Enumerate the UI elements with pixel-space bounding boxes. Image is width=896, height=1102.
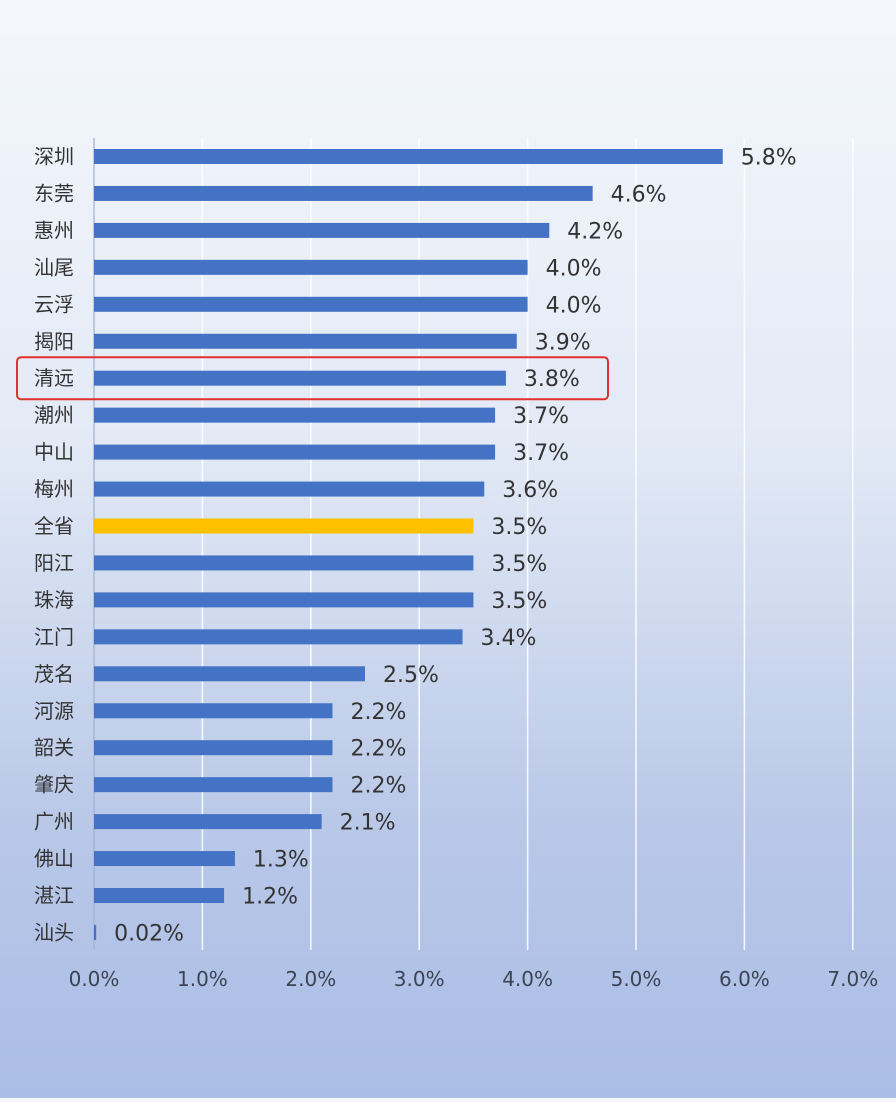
bar-overall	[94, 518, 474, 534]
category-label: 云浮	[34, 292, 74, 316]
x-axis-tick-labels: 0.0% 1.0% 2.0% 3.0% 4.0% 5.0% 6.0% 7.0%	[69, 967, 879, 991]
bar	[94, 296, 528, 312]
bar	[94, 555, 474, 571]
bar	[94, 888, 225, 903]
bar	[94, 333, 517, 349]
value-label: 4.0%	[546, 293, 602, 318]
value-label: 2.2%	[350, 737, 406, 762]
bar	[94, 592, 474, 608]
bars	[94, 149, 723, 940]
value-label: 4.2%	[567, 219, 623, 244]
bar	[94, 666, 365, 682]
bar	[94, 740, 333, 756]
category-label: 珠海	[34, 588, 74, 612]
value-label: 2.2%	[350, 774, 406, 799]
category-label: 湛江	[34, 884, 74, 908]
value-label: 3.7%	[513, 441, 569, 466]
value-label: 3.6%	[502, 478, 558, 503]
category-label: 韶关	[34, 736, 74, 760]
category-label: 梅州	[34, 477, 74, 501]
bar	[94, 851, 235, 867]
bar	[94, 481, 485, 497]
value-label: 3.8%	[524, 367, 580, 392]
bar	[94, 407, 496, 423]
category-label: 汕头	[34, 920, 74, 944]
value-label: 3.5%	[491, 515, 547, 540]
x-tick-label: 1.0%	[177, 967, 228, 991]
value-label: 3.7%	[513, 404, 569, 429]
bar	[94, 444, 496, 460]
value-label: 1.3%	[253, 848, 309, 873]
value-label: 3.9%	[535, 330, 591, 355]
bar	[94, 222, 550, 238]
value-labels: 5.8% 4.6% 4.2% 4.0% 4.0% 3.9% 3.8% 3.7% 3.7% 3.6%…	[114, 146, 796, 947]
value-label: 0.02%	[114, 921, 184, 946]
bar	[94, 629, 463, 645]
bar	[94, 185, 593, 201]
bar	[94, 814, 322, 830]
bar	[94, 924, 97, 940]
category-label: 清远	[34, 366, 74, 390]
category-label: 阳江	[34, 551, 74, 575]
value-label: 2.1%	[340, 811, 396, 836]
category-label: 肇庆	[34, 773, 74, 797]
category-label: 广州	[34, 810, 74, 834]
category-label: 佛山	[34, 847, 74, 871]
value-label: 5.8%	[741, 146, 797, 171]
highlight-box	[16, 356, 609, 401]
x-tick-label: 7.0%	[827, 967, 878, 991]
value-label: 2.2%	[350, 700, 406, 725]
x-tick-label: 3.0%	[394, 967, 445, 991]
x-tick-label: 0.0%	[69, 967, 120, 991]
category-label: 惠州	[34, 218, 74, 242]
category-label: 揭阳	[34, 329, 74, 353]
value-label: 4.0%	[546, 256, 602, 281]
category-label: 江门	[34, 625, 74, 649]
category-label: 深圳	[34, 145, 74, 169]
category-label: 全省	[34, 514, 74, 538]
category-label: 汕尾	[34, 255, 74, 279]
x-tick-label: 5.0%	[611, 967, 662, 991]
value-label: 3.5%	[491, 552, 547, 577]
bar	[94, 149, 723, 164]
y-axis-category-labels: 深圳东莞惠州汕尾云浮揭阳清远潮州中山梅州全省阳江珠海江门茂名河源韶关肇庆广州佛山…	[34, 145, 74, 945]
category-label: 茂名	[34, 662, 74, 686]
x-tick-label: 2.0%	[285, 967, 336, 991]
value-label: 4.6%	[611, 182, 667, 207]
value-label: 3.5%	[491, 589, 547, 614]
x-tick-label: 6.0%	[719, 967, 770, 991]
bar	[94, 703, 333, 719]
bar	[94, 777, 333, 793]
bar	[94, 370, 506, 386]
category-label: 东莞	[34, 181, 74, 205]
category-label: 中山	[34, 440, 74, 464]
value-label: 2.5%	[383, 663, 439, 688]
value-label: 1.2%	[242, 885, 298, 910]
category-label: 河源	[34, 699, 74, 723]
x-tick-label: 4.0%	[502, 967, 553, 991]
value-label: 3.4%	[481, 626, 537, 651]
bar	[94, 259, 528, 275]
category-label: 潮州	[34, 403, 74, 427]
